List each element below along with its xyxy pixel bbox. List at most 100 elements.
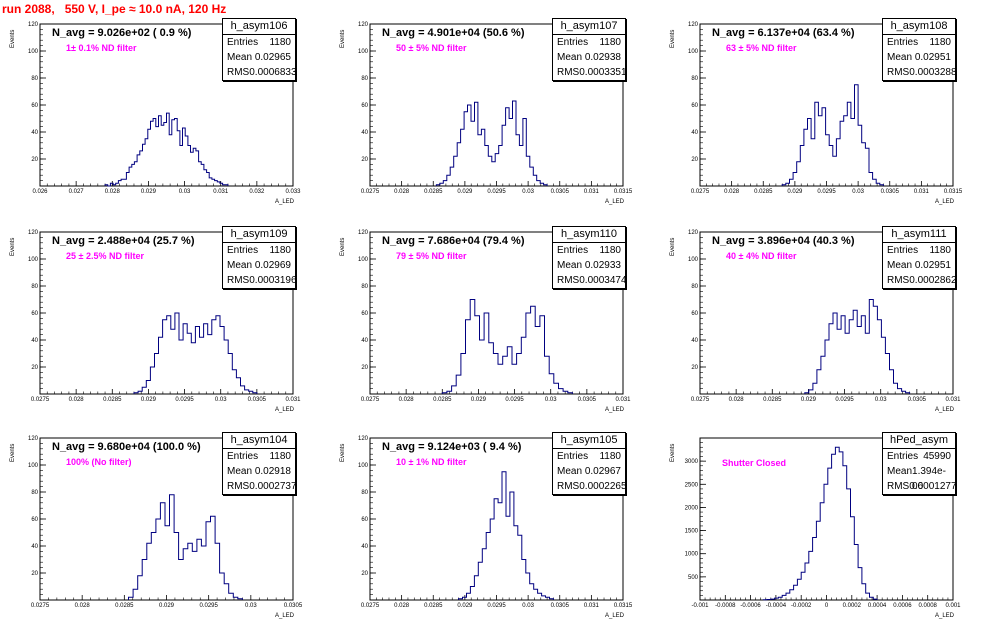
x-tick-label: 0.0305 bbox=[908, 397, 927, 403]
stats-value: 0.02965 bbox=[254, 52, 291, 63]
histogram-name: h_asym111 bbox=[883, 227, 955, 243]
x-tick-label: 0.0275 bbox=[361, 397, 380, 403]
stats-value: 0.02967 bbox=[584, 466, 621, 477]
stats-box: h_asym106 Entries 1180 Mean 0.02965 RMS 0.0006… bbox=[222, 18, 297, 81]
x-tick-label: 0.0295 bbox=[175, 397, 194, 403]
y-tick-label: 120 bbox=[28, 230, 39, 236]
stats-row-entries: Entries 1180 bbox=[883, 243, 955, 258]
stats-key: Mean bbox=[887, 466, 913, 477]
histogram-name: h_asym109 bbox=[223, 227, 295, 243]
y-tick-label: 80 bbox=[31, 490, 38, 496]
y-tick-label: 40 bbox=[691, 338, 698, 344]
x-tick-label: 0.028 bbox=[394, 189, 410, 195]
y-tick-label: 80 bbox=[361, 76, 368, 82]
y-tick-label: 40 bbox=[361, 338, 368, 344]
x-tick-label: 0.027 bbox=[69, 189, 85, 195]
x-tick-label: 0.029 bbox=[457, 189, 473, 195]
x-tick-label: -0.0006 bbox=[740, 603, 761, 609]
navg-label: N_avg = 9.026e+02 ( 0.9 %) bbox=[52, 27, 192, 39]
navg-label: N_avg = 3.896e+04 (40.3 %) bbox=[712, 235, 855, 247]
x-tick-label: 0.029 bbox=[801, 397, 817, 403]
stats-row-entries: Entries 1180 bbox=[553, 35, 625, 50]
histogram-svg: 0.0275 0.028 0.0285 0.029 0.0295 0.03 0.0305 0.… bbox=[688, 22, 963, 195]
stats-row-mean: Mean 0.02951 bbox=[883, 258, 955, 273]
histogram-line bbox=[781, 84, 884, 186]
histogram-pad-h_asym110: 0.0275 0.028 0.0285 0.029 0.0295 0.03 0.0305 0.… bbox=[330, 226, 660, 426]
histogram-name: h_asym104 bbox=[223, 433, 295, 449]
x-tick-label: 0.0004 bbox=[868, 603, 887, 609]
stats-row-rms: RMS 0.0003288 bbox=[883, 65, 957, 80]
stats-row-mean: Mean 0.02951 bbox=[883, 50, 955, 65]
histogram-line bbox=[133, 312, 258, 394]
x-tick-label: 0.031 bbox=[285, 397, 301, 403]
stats-row-entries: Entries 1180 bbox=[223, 35, 295, 50]
stats-row-rms: RMS 0.0002265 bbox=[553, 479, 627, 494]
histogram-line bbox=[441, 299, 573, 394]
stats-key: Entries bbox=[557, 37, 589, 48]
histogram-svg: 0.0275 0.028 0.0285 0.029 0.0295 0.03 0.0305 20… bbox=[28, 436, 303, 609]
y-tick-label: 60 bbox=[361, 103, 368, 109]
x-tick-label: 0.0315 bbox=[614, 189, 633, 195]
histogram-line bbox=[104, 112, 229, 187]
stats-key: RMS bbox=[557, 67, 580, 78]
x-tick-label: 0.0295 bbox=[505, 397, 524, 403]
y-tick-label: 500 bbox=[688, 575, 699, 581]
y-tick-label: 20 bbox=[361, 157, 368, 163]
stats-value: 0.0002737 bbox=[249, 481, 297, 492]
y-tick-label: 120 bbox=[358, 436, 369, 442]
filter-label: Shutter Closed bbox=[722, 458, 787, 468]
x-tick-label: 0.0295 bbox=[199, 603, 218, 609]
y-tick-label: 60 bbox=[31, 517, 38, 523]
y-tick-label: 40 bbox=[31, 338, 38, 344]
filter-label: 79 ± 5% ND filter bbox=[396, 251, 467, 261]
filter-label: 10 ± 1% ND filter bbox=[396, 457, 467, 467]
histogram-line bbox=[128, 494, 243, 600]
stats-row-mean: Mean 0.02967 bbox=[553, 464, 625, 479]
stats-key: RMS bbox=[557, 275, 580, 286]
y-tick-label: 3000 bbox=[685, 459, 699, 465]
x-tick-label: 0.03 bbox=[522, 603, 534, 609]
y-tick-label: 80 bbox=[31, 76, 38, 82]
stats-key: Mean bbox=[557, 52, 583, 63]
x-tick-label: 0.029 bbox=[141, 397, 157, 403]
x-tick-label: 0.0275 bbox=[361, 189, 380, 195]
y-tick-label: 20 bbox=[361, 571, 368, 577]
stats-box: h_asym111 Entries 1180 Mean 0.02951 RMS 0.0002… bbox=[882, 226, 957, 289]
x-tick-label: 0.028 bbox=[69, 397, 85, 403]
stats-box: h_asym107 Entries 1180 Mean 0.02938 RMS 0.0003… bbox=[552, 18, 627, 81]
y-tick-label: 120 bbox=[358, 22, 369, 28]
x-tick-label: -0.0008 bbox=[715, 603, 736, 609]
filter-label: 1± 0.1% ND filter bbox=[66, 43, 137, 53]
stats-box: hPed_asym Entries 45990 Mean 1.394e-06 RMS 0.0… bbox=[882, 432, 957, 495]
x-tick-label: 0.03 bbox=[545, 397, 557, 403]
stats-key: Entries bbox=[887, 451, 919, 462]
stats-key: RMS bbox=[887, 275, 910, 286]
y-axis-label: Events bbox=[10, 443, 16, 462]
histogram-svg: 0.0275 0.028 0.0285 0.029 0.0295 0.03 0.0305 0.… bbox=[358, 436, 633, 609]
histogram-svg: 0.026 0.027 0.028 0.029 0.03 0.031 0.032 0.033 2… bbox=[28, 22, 301, 195]
stats-key: RMS bbox=[557, 481, 580, 492]
stats-key: Mean bbox=[557, 466, 583, 477]
stats-row-rms: RMS 0.0002862 bbox=[883, 273, 957, 288]
histogram-name: hPed_asym bbox=[883, 433, 955, 449]
histogram-svg: 0.0275 0.028 0.0285 0.029 0.0295 0.03 0.0305 0.… bbox=[358, 22, 633, 195]
x-tick-label: 0.031 bbox=[584, 603, 600, 609]
x-tick-label: 0.0285 bbox=[424, 603, 443, 609]
y-axis-label: Events bbox=[10, 237, 16, 256]
x-tick-label: 0.0295 bbox=[487, 189, 506, 195]
y-tick-label: 20 bbox=[31, 365, 38, 371]
histogram-line bbox=[435, 100, 548, 186]
y-axis-label: Events bbox=[340, 237, 346, 256]
stats-value: 1180 bbox=[269, 451, 291, 462]
stats-box: h_asym105 Entries 1180 Mean 0.02967 RMS 0.0002… bbox=[552, 432, 627, 495]
histogram-pad-h_asym105: 0.0275 0.028 0.0285 0.029 0.0295 0.03 0.0305 0.… bbox=[330, 432, 660, 632]
x-axis-label: A_LED bbox=[605, 613, 625, 619]
x-tick-label: 0.0305 bbox=[881, 189, 900, 195]
y-tick-label: 100 bbox=[28, 49, 39, 55]
x-tick-label: 0.03 bbox=[179, 189, 191, 195]
x-tick-label: 0.031 bbox=[615, 397, 631, 403]
filter-label: 100% (No filter) bbox=[66, 457, 132, 467]
stats-value: 1180 bbox=[599, 451, 621, 462]
histogram-pad-h_asym106: 0.026 0.027 0.028 0.029 0.03 0.031 0.032 0.033 2… bbox=[0, 18, 330, 218]
x-tick-label: 0.0275 bbox=[691, 189, 710, 195]
